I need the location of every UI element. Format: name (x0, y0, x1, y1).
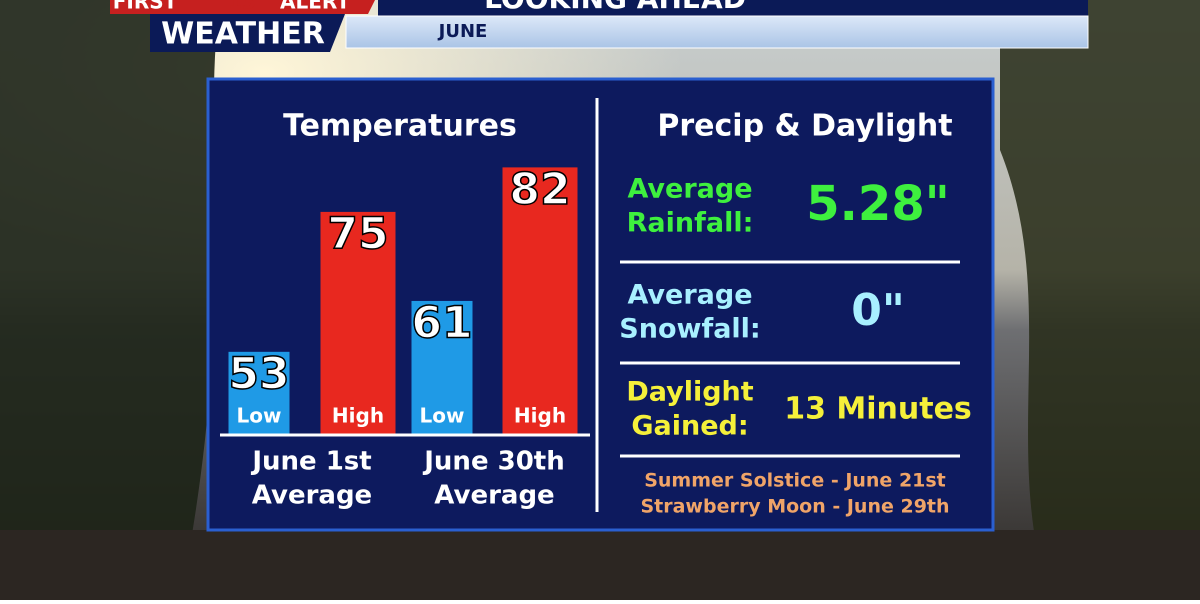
group-label: Average (252, 481, 372, 511)
row-label: Average (627, 174, 752, 205)
section-title: Temperatures (283, 109, 517, 144)
brand: WEATHER (161, 17, 325, 52)
group-label: June 1st (250, 447, 371, 477)
bar (501, 166, 579, 435)
logo-text: ALERT (280, 0, 350, 14)
row-value: 13 Minutes (784, 392, 972, 427)
title-bar (378, 0, 1088, 16)
row-value: 0" (851, 285, 905, 336)
bar-label: High (514, 404, 566, 428)
logo-text: FIRST (113, 0, 178, 14)
bar-label: Low (237, 404, 282, 428)
brand-bar (150, 14, 345, 52)
group-label: June 30th (422, 447, 565, 477)
bar-value: 61 (411, 297, 472, 348)
group-label: Average (434, 481, 554, 511)
trees-left (0, 0, 220, 600)
bar-label: Low (420, 404, 465, 428)
row-label: Gained: (631, 411, 748, 442)
trees-right (1000, 0, 1200, 600)
note: Summer Solstice - June 21st (644, 470, 946, 492)
title: LOOKING AHEAD (484, 0, 746, 15)
bar (227, 350, 291, 435)
logo-number: 13 (228, 0, 256, 14)
section-title: Precip & Daylight (657, 109, 952, 144)
dock (0, 530, 1200, 600)
row-label: Snowfall: (619, 314, 760, 345)
logo-bar (110, 0, 375, 14)
bar-value: 53 (228, 348, 289, 399)
bar (319, 210, 397, 435)
bar-label: High (332, 404, 384, 428)
row-label: Daylight (626, 377, 753, 408)
subtitle-bar (345, 15, 1089, 49)
bar-value: 75 (327, 208, 388, 259)
row-value: 5.28" (806, 176, 949, 232)
bar-value: 82 (509, 164, 570, 215)
row-label: Rainfall: (627, 208, 754, 239)
note: Strawberry Moon - June 29th (640, 496, 949, 518)
row-label: Average (627, 280, 752, 311)
subtitle: JUNE (437, 21, 488, 42)
bar (410, 299, 474, 435)
